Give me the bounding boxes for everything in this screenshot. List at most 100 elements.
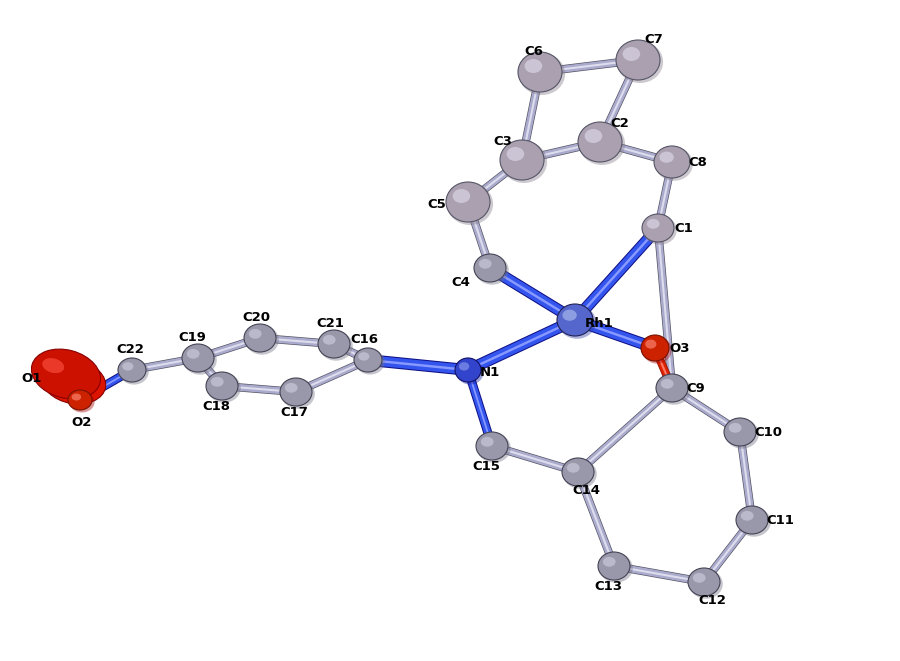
Ellipse shape bbox=[476, 432, 508, 460]
Ellipse shape bbox=[244, 324, 276, 352]
Ellipse shape bbox=[446, 182, 490, 222]
Ellipse shape bbox=[724, 418, 756, 446]
Text: C12: C12 bbox=[698, 594, 726, 607]
Ellipse shape bbox=[447, 183, 493, 225]
Ellipse shape bbox=[563, 459, 597, 488]
Ellipse shape bbox=[693, 573, 706, 583]
Ellipse shape bbox=[642, 214, 674, 242]
Ellipse shape bbox=[654, 146, 690, 178]
Text: C5: C5 bbox=[428, 198, 446, 210]
Text: C7: C7 bbox=[644, 33, 662, 46]
Ellipse shape bbox=[182, 344, 214, 372]
Ellipse shape bbox=[736, 506, 768, 534]
Ellipse shape bbox=[479, 259, 491, 269]
Ellipse shape bbox=[661, 379, 673, 389]
Ellipse shape bbox=[578, 122, 622, 162]
Ellipse shape bbox=[69, 391, 94, 412]
Ellipse shape bbox=[643, 336, 671, 364]
Ellipse shape bbox=[481, 437, 493, 447]
Ellipse shape bbox=[741, 511, 753, 521]
Text: C6: C6 bbox=[525, 45, 544, 58]
Ellipse shape bbox=[519, 53, 565, 95]
Text: C9: C9 bbox=[686, 381, 705, 395]
Ellipse shape bbox=[518, 52, 562, 92]
Text: C15: C15 bbox=[472, 460, 500, 473]
Text: O1: O1 bbox=[22, 371, 42, 385]
Ellipse shape bbox=[456, 360, 483, 385]
Ellipse shape bbox=[455, 358, 481, 382]
Text: C4: C4 bbox=[451, 276, 470, 289]
Ellipse shape bbox=[579, 123, 626, 165]
Ellipse shape bbox=[280, 378, 312, 406]
Ellipse shape bbox=[68, 390, 92, 410]
Ellipse shape bbox=[207, 373, 241, 403]
Text: C3: C3 bbox=[493, 135, 512, 148]
Text: N1: N1 bbox=[480, 366, 500, 379]
Text: O2: O2 bbox=[72, 416, 92, 429]
Ellipse shape bbox=[500, 140, 544, 180]
Text: C17: C17 bbox=[280, 406, 308, 419]
Ellipse shape bbox=[501, 141, 547, 183]
Text: O3: O3 bbox=[669, 342, 689, 354]
Ellipse shape bbox=[248, 329, 262, 338]
Ellipse shape bbox=[477, 434, 511, 463]
Text: C10: C10 bbox=[754, 426, 782, 438]
Ellipse shape bbox=[320, 331, 353, 361]
Ellipse shape bbox=[688, 568, 720, 596]
Text: C22: C22 bbox=[116, 343, 144, 356]
Ellipse shape bbox=[644, 215, 677, 245]
Ellipse shape bbox=[211, 377, 223, 387]
Ellipse shape bbox=[641, 335, 669, 361]
Ellipse shape bbox=[657, 375, 691, 405]
Text: C19: C19 bbox=[178, 331, 206, 344]
Ellipse shape bbox=[187, 349, 200, 359]
Ellipse shape bbox=[585, 129, 602, 143]
Ellipse shape bbox=[318, 330, 350, 358]
Ellipse shape bbox=[323, 335, 336, 344]
Ellipse shape bbox=[475, 255, 508, 285]
Ellipse shape bbox=[562, 458, 594, 486]
Ellipse shape bbox=[562, 309, 577, 321]
Text: C2: C2 bbox=[610, 117, 629, 130]
Ellipse shape bbox=[72, 393, 81, 401]
Ellipse shape bbox=[616, 40, 660, 80]
Ellipse shape bbox=[623, 47, 640, 61]
Ellipse shape bbox=[42, 358, 64, 373]
Ellipse shape bbox=[184, 345, 217, 375]
Ellipse shape bbox=[737, 507, 770, 537]
Ellipse shape bbox=[616, 41, 663, 83]
Ellipse shape bbox=[603, 557, 616, 566]
Ellipse shape bbox=[354, 348, 382, 372]
Ellipse shape bbox=[358, 352, 369, 361]
Text: C8: C8 bbox=[688, 155, 706, 169]
Text: C13: C13 bbox=[594, 580, 622, 593]
Ellipse shape bbox=[54, 368, 75, 381]
Text: C18: C18 bbox=[202, 400, 230, 413]
Ellipse shape bbox=[459, 362, 469, 371]
Ellipse shape bbox=[567, 463, 580, 473]
Ellipse shape bbox=[245, 325, 279, 355]
Ellipse shape bbox=[122, 362, 133, 371]
Ellipse shape bbox=[525, 59, 542, 73]
Ellipse shape bbox=[655, 147, 693, 181]
Ellipse shape bbox=[598, 552, 630, 580]
Ellipse shape bbox=[206, 372, 238, 400]
Ellipse shape bbox=[558, 305, 596, 339]
Ellipse shape bbox=[474, 254, 506, 282]
Ellipse shape bbox=[689, 569, 723, 599]
Ellipse shape bbox=[284, 383, 298, 393]
Text: Rh1: Rh1 bbox=[585, 317, 614, 330]
Ellipse shape bbox=[660, 151, 674, 163]
Ellipse shape bbox=[656, 374, 688, 402]
Text: C11: C11 bbox=[766, 514, 794, 527]
Ellipse shape bbox=[725, 419, 759, 449]
Ellipse shape bbox=[42, 360, 105, 404]
Ellipse shape bbox=[281, 379, 315, 408]
Text: C14: C14 bbox=[572, 484, 600, 497]
Ellipse shape bbox=[118, 358, 146, 382]
Ellipse shape bbox=[120, 360, 148, 385]
Ellipse shape bbox=[729, 423, 742, 433]
Ellipse shape bbox=[507, 147, 524, 161]
Text: C1: C1 bbox=[674, 221, 693, 235]
Text: C21: C21 bbox=[316, 317, 344, 330]
